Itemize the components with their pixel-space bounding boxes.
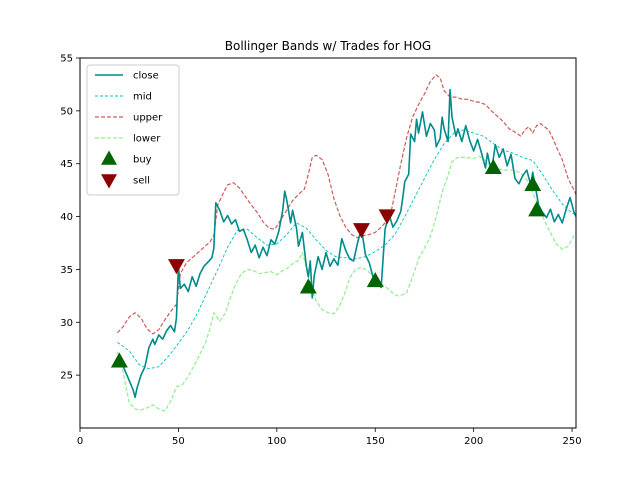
buy-marker-0	[110, 352, 128, 368]
sell-marker-1	[353, 223, 370, 239]
buy-marker-2	[366, 272, 384, 288]
legend-label-mid: mid	[133, 92, 152, 103]
legend-swatch-buy	[101, 150, 117, 165]
x-tick-label-100: 100	[267, 436, 286, 447]
buy-marker-4	[524, 175, 542, 191]
y-tick-label-25: 25	[60, 371, 73, 382]
y-tick-label-40: 40	[60, 212, 73, 223]
legend-label-lower: lower	[133, 134, 161, 145]
sell-marker-2	[378, 209, 396, 225]
legend-label-upper: upper	[133, 113, 163, 124]
plot-frame	[79, 57, 577, 429]
series-line-upper	[116, 74, 576, 335]
y-tick-label-45: 45	[60, 159, 73, 170]
y-tick-label-35: 35	[60, 265, 73, 276]
x-tick-label-0: 0	[77, 436, 83, 447]
series-group	[116, 74, 576, 412]
legend-label-close: close	[133, 71, 159, 82]
x-tick-label-150: 150	[366, 436, 385, 447]
series-line-mid	[117, 129, 576, 370]
y-tick-label-50: 50	[60, 106, 73, 117]
buy-marker-5	[528, 201, 546, 217]
series-line-lower	[116, 155, 576, 412]
legend: close mid upper lower buy sell	[86, 64, 180, 196]
x-tick-label-50: 50	[172, 436, 185, 447]
x-axis: 0 50 100 150 200 250	[77, 428, 582, 447]
buy-marker-1	[299, 278, 317, 294]
series-line-close	[116, 88, 576, 399]
legend-label-sell: sell	[133, 176, 150, 187]
x-tick-label-200: 200	[464, 436, 483, 447]
y-axis: 25 30 35 40 45 50 55	[60, 54, 80, 382]
chart-title: Bollinger Bands w/ Trades for HOG	[225, 39, 431, 53]
y-tick-label-30: 30	[60, 318, 73, 329]
y-tick-label-55: 55	[60, 54, 73, 65]
plot-area	[110, 74, 576, 412]
legend-swatch-sell	[101, 174, 117, 189]
x-tick-label-250: 250	[563, 436, 582, 447]
buy-marker-3	[484, 158, 502, 175]
legend-label-buy: buy	[133, 155, 152, 166]
sell-marker-0	[167, 259, 185, 275]
